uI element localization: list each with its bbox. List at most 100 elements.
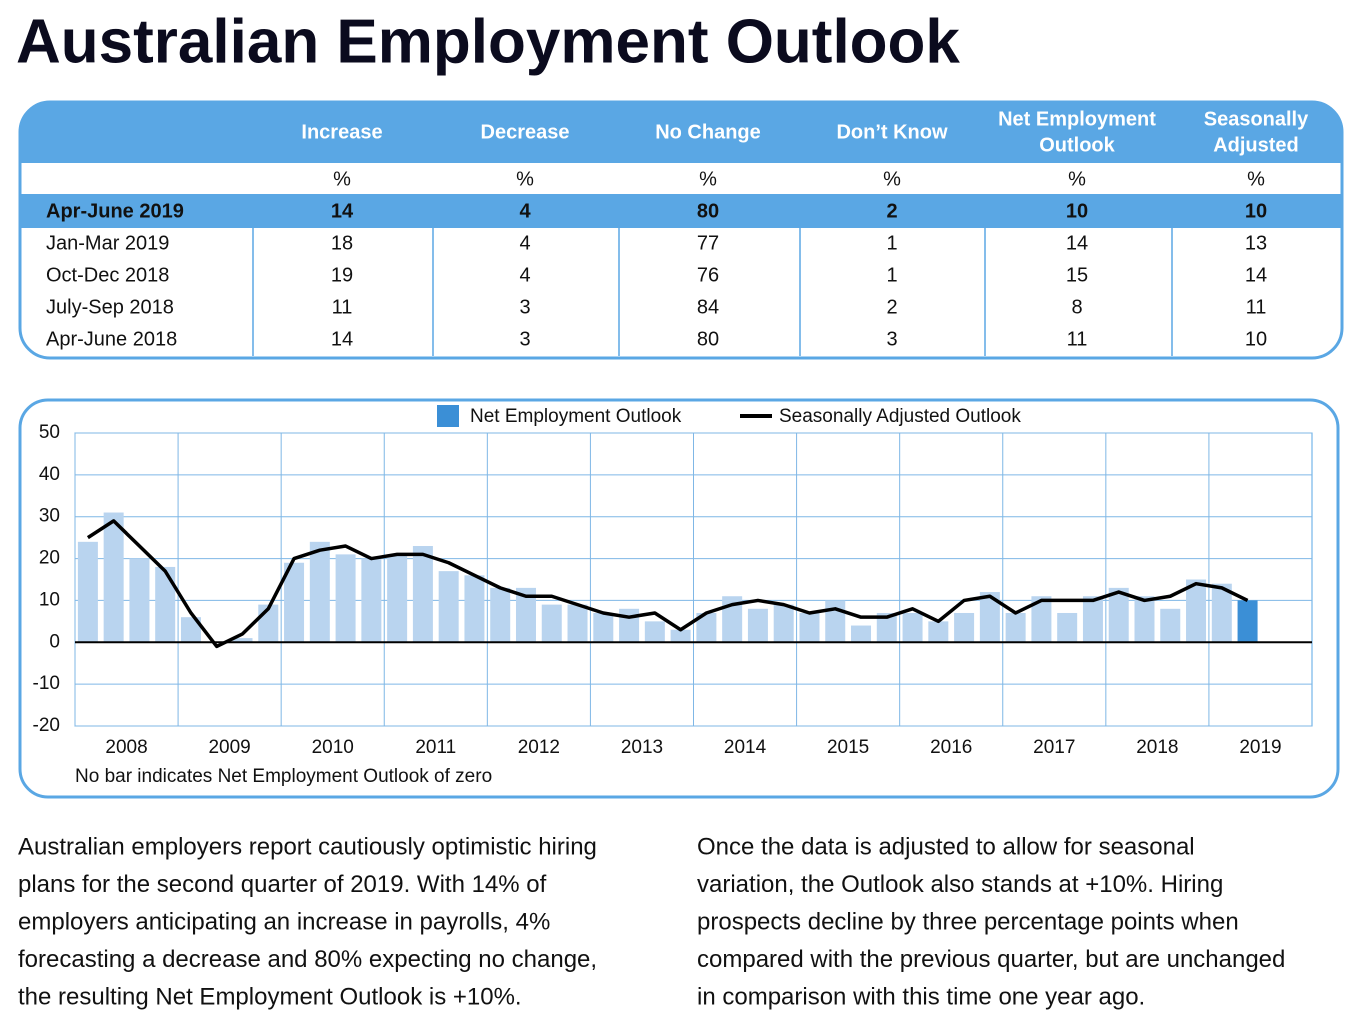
- bar: [1186, 579, 1207, 643]
- bar: [954, 612, 975, 643]
- y-tick-label: 50: [39, 422, 60, 443]
- cell-value: 10: [1245, 200, 1267, 222]
- paragraph-line: forecasting a decrease and 80% expecting…: [18, 946, 597, 973]
- bar: [103, 512, 124, 643]
- unit-label: %: [883, 168, 901, 190]
- column-header: Net Employment: [998, 108, 1156, 130]
- cell-value: 14: [331, 200, 354, 222]
- bar: [979, 592, 1000, 643]
- paragraph-line: in comparison with this time one year ag…: [697, 983, 1145, 1010]
- cell-value: 4: [519, 200, 531, 222]
- bar: [1134, 596, 1155, 643]
- bar: [747, 608, 768, 643]
- cell-value: 3: [886, 328, 897, 350]
- cell-value: 14: [331, 328, 353, 350]
- x-tick-label: 2010: [312, 737, 354, 758]
- x-tick-label: 2008: [105, 737, 147, 758]
- column-header: Decrease: [481, 121, 570, 143]
- unit-label: %: [1068, 168, 1086, 190]
- bar: [77, 541, 98, 643]
- x-tick-label: 2009: [208, 737, 250, 758]
- bar: [541, 604, 562, 643]
- cell-value: 11: [332, 296, 353, 318]
- row-label: Apr-June 2019: [46, 200, 184, 222]
- cell-value: 8: [1071, 296, 1082, 318]
- paragraph-line: employers anticipating an increase in pa…: [18, 908, 550, 935]
- bar: [1005, 612, 1026, 643]
- x-tick-label: 2016: [930, 737, 972, 758]
- row-label: Apr-June 2018: [46, 328, 177, 350]
- chart-frame: [18, 398, 1340, 799]
- unit-label: %: [333, 168, 351, 190]
- bar: [309, 541, 330, 643]
- cell-value: 2: [886, 296, 897, 318]
- cell-value: 3: [519, 296, 530, 318]
- legend-label: Seasonally Adjusted Outlook: [779, 406, 1021, 427]
- cell-value: 10: [1066, 200, 1088, 222]
- y-tick-label: 40: [39, 464, 60, 485]
- bar: [361, 558, 382, 643]
- bar: [438, 571, 459, 643]
- cell-value: 11: [1067, 328, 1088, 350]
- cell-value: 3: [519, 328, 530, 350]
- x-tick-label: 2018: [1136, 737, 1178, 758]
- cell-value: 1: [886, 232, 897, 254]
- chart-note: No bar indicates Net Employment Outlook …: [75, 766, 492, 787]
- bar: [593, 612, 614, 643]
- y-tick-label: 0: [49, 631, 60, 652]
- column-header: Adjusted: [1213, 134, 1299, 156]
- x-tick-label: 2012: [518, 737, 560, 758]
- cell-value: 15: [1066, 264, 1088, 286]
- y-tick-label: -10: [33, 673, 60, 694]
- row-label: July-Sep 2018: [46, 296, 174, 318]
- cell-value: 13: [1245, 232, 1267, 254]
- paragraph-line: plans for the second quarter of 2019. Wi…: [18, 871, 547, 898]
- bar: [1237, 600, 1258, 643]
- cell-value: 11: [1246, 296, 1267, 318]
- highlight-row-bg: [20, 196, 1342, 228]
- bar: [412, 546, 433, 643]
- cell-value: 4: [519, 264, 530, 286]
- cell-value: 84: [697, 296, 719, 318]
- cell-value: 80: [697, 200, 719, 222]
- bar: [1057, 612, 1078, 643]
- bar: [515, 587, 536, 643]
- bar: [387, 554, 408, 643]
- bar: [464, 575, 485, 643]
- legend-swatch: [437, 405, 459, 427]
- cell-value: 77: [697, 232, 719, 254]
- column-header: Don’t Know: [836, 121, 948, 143]
- x-tick-label: 2015: [827, 737, 869, 758]
- cell-value: 2: [886, 200, 897, 222]
- bar: [799, 612, 820, 643]
- x-tick-label: 2014: [724, 737, 767, 758]
- bar: [180, 617, 201, 643]
- unit-label: %: [1247, 168, 1265, 190]
- bar: [1082, 596, 1103, 643]
- cell-value: 1: [886, 264, 897, 286]
- paragraph-line: prospects decline by three percentage po…: [697, 908, 1239, 935]
- y-tick-label: 30: [39, 506, 60, 527]
- column-header: Outlook: [1039, 134, 1115, 156]
- page-title: Australian Employment Outlook: [16, 7, 960, 76]
- cell-value: 14: [1245, 264, 1267, 286]
- y-tick-label: 10: [39, 589, 60, 610]
- bar: [902, 612, 923, 643]
- bar: [851, 625, 872, 643]
- bar: [232, 638, 253, 643]
- bar: [619, 608, 640, 643]
- bar: [490, 587, 511, 643]
- bar: [1160, 608, 1181, 643]
- table-header-bg: [20, 102, 1342, 163]
- unit-label: %: [699, 168, 717, 190]
- bar: [567, 604, 588, 643]
- row-label: Jan-Mar 2019: [46, 232, 169, 254]
- line: [86, 519, 1249, 649]
- bar: [1108, 587, 1129, 643]
- cell-value: 19: [331, 264, 353, 286]
- bar: [825, 600, 846, 643]
- cell-value: 18: [331, 232, 353, 254]
- bar: [284, 562, 305, 643]
